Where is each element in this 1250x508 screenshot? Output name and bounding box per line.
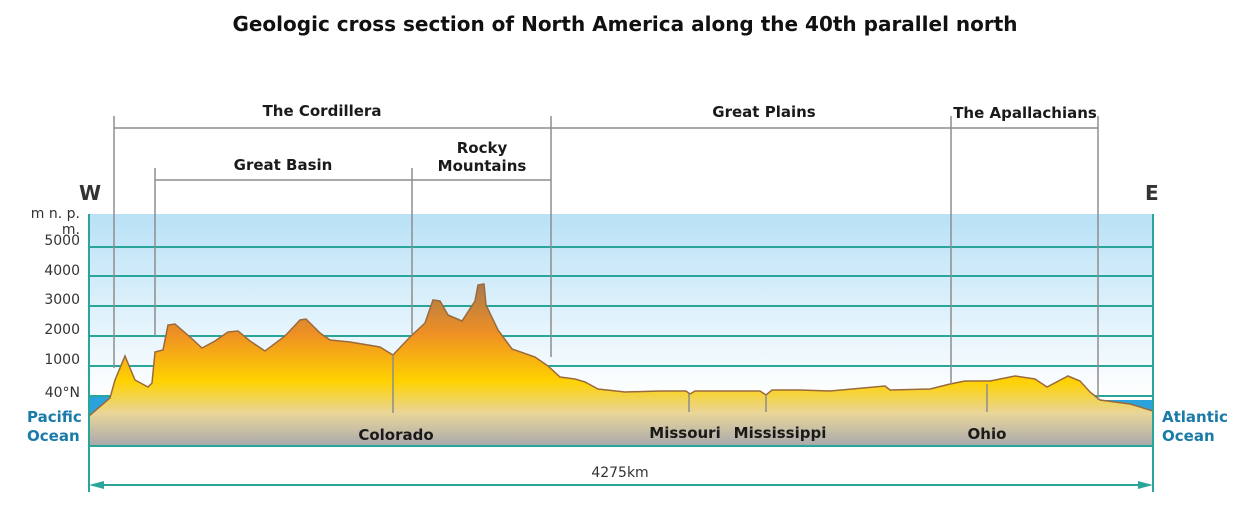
river-ohio: Ohio [967,425,1007,443]
west-label: W [79,181,102,205]
pacific-ocean-label: Pacific Ocean [27,408,82,445]
atlantic-ocean-label: Atlantic Ocean [1162,408,1228,445]
region-great-basin: Great Basin [233,156,333,174]
region-cordillera: The Cordillera [262,102,382,120]
arrow-right-icon [1138,481,1153,489]
diagram-title: Geologic cross section of North America … [232,12,1018,36]
terrain-profile [88,283,1154,447]
y-tick-sea-level: 40°N [44,385,80,401]
y-tick-2000: 2000 [44,322,80,338]
arrow-left-icon [89,481,104,489]
y-tick-4000: 4000 [44,263,80,279]
river-colorado: Colorado [358,426,434,444]
river-missouri: Missouri [649,424,721,442]
distance-label: 4275km [591,465,649,481]
region-apalachians: The Apallachians [953,104,1097,122]
y-tick-1000: 1000 [44,352,80,368]
region-rocky-mountains: Rocky Mountains [437,139,527,175]
y-tick-3000: 3000 [44,292,80,308]
east-label: E [1145,181,1159,205]
y-tick-5000: 5000 [44,233,80,249]
river-mississippi: Mississippi [733,424,827,442]
region-great-plains: Great Plains [712,103,816,121]
y-axis-unit: m n. p. m. [30,206,80,238]
